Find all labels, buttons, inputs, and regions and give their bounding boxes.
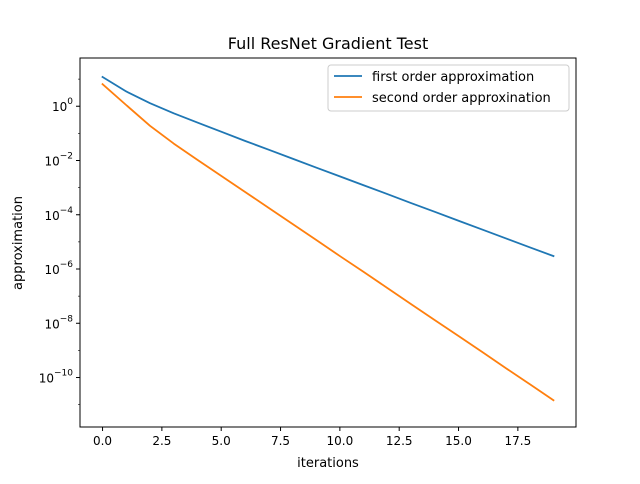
x-tick-label: 7.5 xyxy=(271,434,290,448)
x-tick-label: 0.0 xyxy=(93,434,112,448)
y-tick-label: 10−10 xyxy=(39,369,74,386)
x-tick-label: 10.0 xyxy=(327,434,354,448)
x-axis: 0.0 2.5 5.0 7.5 10.0 12.5 15.0 17.5 xyxy=(93,427,531,448)
series-line-first-order xyxy=(101,75,555,258)
x-tick-label: 17.5 xyxy=(504,434,531,448)
legend-label-second-order: second order approxination xyxy=(372,91,551,106)
x-tick-label: 2.5 xyxy=(152,434,171,448)
x-tick-label: 5.0 xyxy=(212,434,231,448)
plot-area xyxy=(101,75,555,402)
legend: first order approximation second order a… xyxy=(327,64,570,112)
x-tick-label: 12.5 xyxy=(386,434,413,448)
y-axis-label: approximation xyxy=(11,196,26,290)
y-tick-label: 10−8 xyxy=(44,314,73,331)
y-tick-label: 10−4 xyxy=(44,206,73,223)
legend-frame xyxy=(327,64,570,112)
y-axis: 100 10−2 10−4 10−6 10−8 10−10 xyxy=(39,78,80,405)
chart-title: Full ResNet Gradient Test xyxy=(228,34,428,53)
x-axis-label: iterations xyxy=(297,456,359,471)
y-tick-label: 10−6 xyxy=(44,260,73,277)
legend-label-first-order: first order approximation xyxy=(372,70,534,85)
axes-frame xyxy=(79,57,577,428)
y-tick-label: 100 xyxy=(52,97,73,114)
y-tick-label: 10−2 xyxy=(44,151,73,168)
series-line-second-order xyxy=(101,82,555,402)
x-tick-label: 15.0 xyxy=(445,434,472,448)
